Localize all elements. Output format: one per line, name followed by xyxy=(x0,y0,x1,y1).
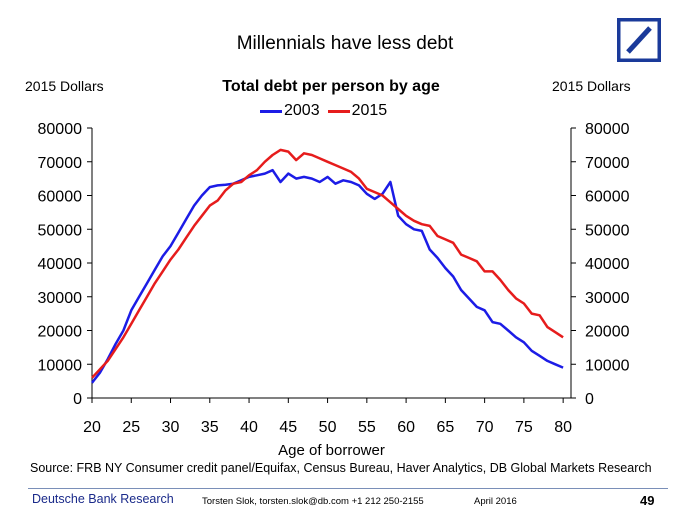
slide-title: Millennials have less debt xyxy=(236,33,454,54)
y-tick-label-right: 60000 xyxy=(585,189,630,206)
page-number: 49 xyxy=(640,493,655,508)
legend-swatch-2003 xyxy=(260,109,282,113)
x-tick-label: 20 xyxy=(83,419,101,436)
y-tick-label-left: 10000 xyxy=(38,357,83,374)
legend-item-2003: 2003 xyxy=(260,102,320,120)
legend-item-2015: 2015 xyxy=(327,102,388,120)
right-axis-unit: 2015 Dollars xyxy=(552,78,631,94)
left-axis-unit: 2015 Dollars xyxy=(25,78,104,94)
legend: 2003 2015 xyxy=(260,102,395,120)
x-tick-label: 60 xyxy=(397,419,415,436)
x-tick-label: 65 xyxy=(436,419,454,436)
y-tick-label-right: 40000 xyxy=(585,256,630,273)
x-tick-label: 40 xyxy=(240,419,258,436)
y-tick-label-right: 0 xyxy=(585,391,594,408)
x-tick-label: 45 xyxy=(279,419,297,436)
x-tick-label: 25 xyxy=(122,419,140,436)
footer-divider xyxy=(28,488,668,489)
x-tick-label: 55 xyxy=(358,419,376,436)
y-tick-label-right: 10000 xyxy=(585,357,630,374)
y-tick-label-left: 40000 xyxy=(38,256,83,273)
y-tick-label-left: 0 xyxy=(73,391,82,408)
legend-swatch-2015 xyxy=(327,109,350,113)
y-tick-label-left: 30000 xyxy=(38,290,83,307)
y-tick-label-right: 50000 xyxy=(585,222,630,239)
y-tick-label-left: 80000 xyxy=(38,121,83,138)
x-tick-label: 30 xyxy=(162,419,180,436)
x-tick-label: 70 xyxy=(476,419,494,436)
y-tick-label-right: 80000 xyxy=(585,121,630,138)
chart-title: Total debt per person by age xyxy=(222,78,440,95)
x-tick-label: 35 xyxy=(201,419,219,436)
y-tick-label-right: 20000 xyxy=(585,324,630,341)
y-tick-label-right: 70000 xyxy=(585,155,630,172)
y-tick-label-left: 50000 xyxy=(38,222,83,239)
legend-label-2003: 2003 xyxy=(284,102,320,119)
x-tick-label: 50 xyxy=(319,419,337,436)
deutsche-bank-logo-icon xyxy=(617,18,661,62)
y-tick-label-right: 30000 xyxy=(585,290,630,307)
x-axis-label: Age of borrower xyxy=(278,442,385,459)
x-tick-label: 80 xyxy=(554,419,572,436)
footer-contact: Torsten Slok, torsten.slok@db.com +1 212… xyxy=(202,496,424,507)
footer-date: April 2016 xyxy=(474,496,517,507)
legend-label-2015: 2015 xyxy=(351,102,388,119)
footer-brand: Deutsche Bank Research xyxy=(32,492,174,506)
x-tick-label: 75 xyxy=(515,419,533,436)
debt-by-age-chart: 0 0 10000 10000 20000 20000 30000 30000 40000 400… xyxy=(38,121,630,459)
series-line-2003 xyxy=(91,168,564,384)
logo-slash xyxy=(626,26,652,54)
y-tick-label-left: 20000 xyxy=(38,324,83,341)
logo-frame xyxy=(617,18,661,62)
y-tick-label-left: 70000 xyxy=(38,155,83,172)
y-tick-label-left: 60000 xyxy=(38,189,83,206)
source-note: Source: FRB NY Consumer credit panel/Equ… xyxy=(30,461,652,475)
series-line-2015 xyxy=(91,148,564,379)
